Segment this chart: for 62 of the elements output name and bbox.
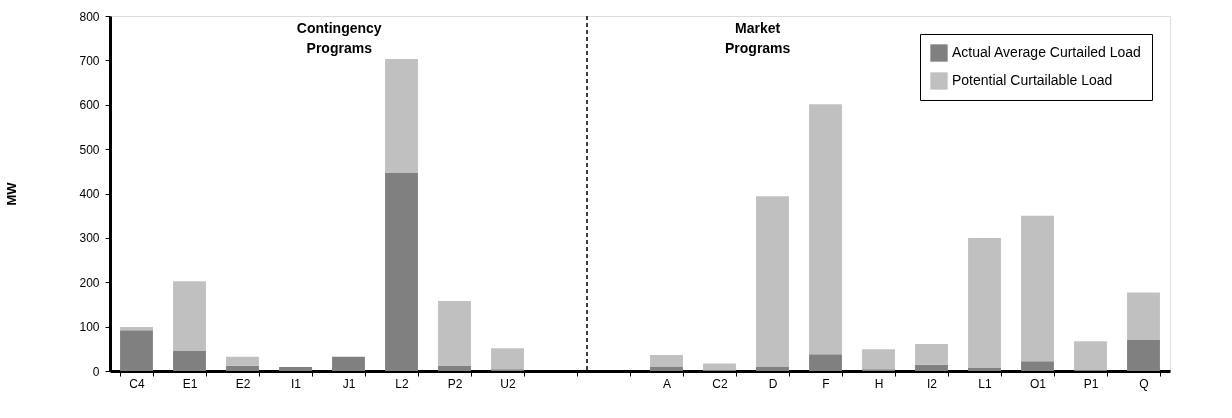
x-tick-label: P1 xyxy=(1083,376,1099,391)
bar xyxy=(226,356,259,366)
bar xyxy=(120,327,153,331)
bar xyxy=(915,364,948,371)
x-tick-label: U2 xyxy=(500,376,516,391)
annotation: Market Programs xyxy=(724,20,791,56)
x-tick-label: I2 xyxy=(926,376,938,391)
legend-label: Potential Curtailable Load xyxy=(952,72,1113,88)
bar xyxy=(650,355,683,367)
bar xyxy=(650,366,683,371)
y-tick-label: 800 xyxy=(79,9,100,24)
bar xyxy=(173,281,206,352)
bar xyxy=(968,367,1001,371)
bar xyxy=(1074,341,1107,371)
bar xyxy=(491,348,524,370)
x-tick-label: D xyxy=(768,376,778,391)
bar xyxy=(968,237,1001,368)
bar xyxy=(226,365,259,371)
x-tick-label: Q xyxy=(1139,376,1149,391)
bar xyxy=(438,300,471,367)
y-tick-label: 300 xyxy=(79,231,100,246)
x-tick-label: E2 xyxy=(235,376,251,391)
bar xyxy=(385,59,418,174)
bar xyxy=(1127,339,1160,371)
x-tick-label: C2 xyxy=(712,376,728,391)
y-tick-label: 600 xyxy=(79,98,100,113)
bar xyxy=(385,173,418,371)
x-tick-label: J1 xyxy=(342,376,356,391)
x-tick-label: I1 xyxy=(290,376,302,391)
bar xyxy=(120,330,153,371)
bar xyxy=(173,351,206,371)
bar xyxy=(438,366,471,371)
bar xyxy=(809,354,842,371)
bar xyxy=(756,196,789,367)
bar xyxy=(332,356,365,371)
x-tick-label: C4 xyxy=(129,376,145,391)
y-tick-label: 100 xyxy=(79,320,100,335)
bar xyxy=(1021,361,1054,371)
y-tick-label: 400 xyxy=(79,187,100,201)
x-tick-label: H xyxy=(874,376,884,391)
x-tick-label: P2 xyxy=(447,376,463,391)
x-tick-label: L1 xyxy=(978,376,992,391)
x-tick-label: E1 xyxy=(182,376,198,391)
bar xyxy=(862,349,895,370)
y-axis-title: MW xyxy=(4,181,20,206)
bar xyxy=(703,363,736,371)
x-tick-label: O1 xyxy=(1029,376,1047,391)
y-tick-label: 0 xyxy=(92,364,100,379)
bar xyxy=(1021,215,1054,362)
legend-label: Actual Average Curtailed Load xyxy=(952,44,1141,60)
bar xyxy=(279,367,312,371)
y-tick-label: 700 xyxy=(79,53,100,68)
y-tick-label: 200 xyxy=(79,275,100,290)
y-tick-label: 500 xyxy=(79,142,100,157)
annotation: Contingency Programs xyxy=(296,20,382,56)
x-tick-label: F xyxy=(822,376,830,391)
x-tick-label: L2 xyxy=(395,376,409,391)
bar xyxy=(756,366,789,371)
bar xyxy=(915,343,948,365)
x-tick-label: A xyxy=(662,376,672,391)
bar xyxy=(1127,292,1160,340)
bar xyxy=(809,104,842,355)
